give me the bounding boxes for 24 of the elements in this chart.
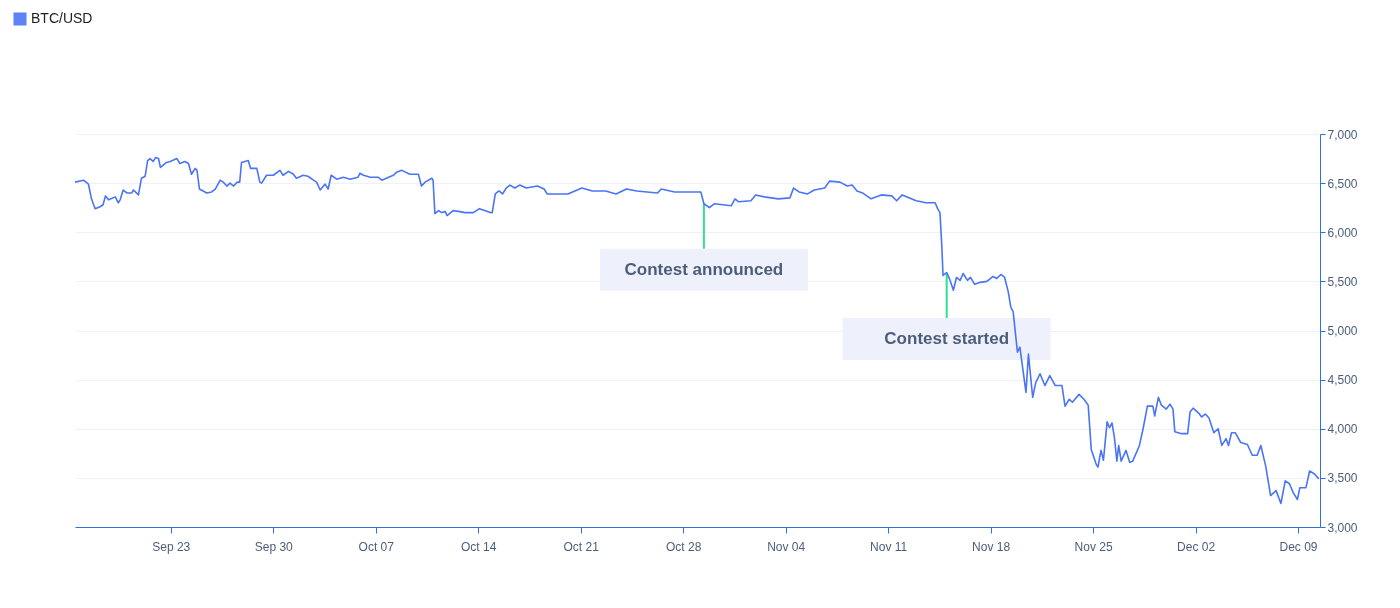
x-tick-label: Dec 02 — [1177, 539, 1216, 554]
x-tick-label: Nov 04 — [767, 539, 806, 554]
x-tick-label: Oct 14 — [461, 539, 497, 554]
x-tick-label: Nov 18 — [972, 539, 1011, 554]
y-tick-label: 4,000 — [1327, 422, 1358, 437]
legend-label: BTC/USD — [31, 10, 93, 26]
x-tick-label: Dec 09 — [1279, 539, 1318, 554]
x-tick-label: Oct 28 — [665, 539, 702, 554]
y-tick-label: 7,000 — [1327, 127, 1358, 142]
y-tick-label: 6,000 — [1327, 225, 1358, 240]
x-tick-label: Nov 11 — [870, 539, 908, 554]
y-tick-label: 3,000 — [1327, 520, 1358, 535]
x-tick-label: Sep 23 — [152, 539, 191, 554]
y-tick-label: 5,500 — [1327, 274, 1358, 289]
y-tick-label: 5,000 — [1327, 324, 1358, 338]
y-tick-label: 4,500 — [1327, 373, 1358, 388]
x-tick-label: Sep 30 — [254, 539, 294, 554]
annotation: Contest started — [884, 329, 1010, 349]
x-tick-label: Oct 21 — [563, 539, 600, 554]
x-tick-label: Oct 07 — [358, 539, 395, 554]
y-tick-label: 3,500 — [1327, 471, 1358, 486]
x-tick-label: Nov 25 — [1074, 539, 1113, 554]
annotation: Contest announced — [624, 259, 784, 279]
y-tick-label: 6,500 — [1327, 176, 1358, 191]
